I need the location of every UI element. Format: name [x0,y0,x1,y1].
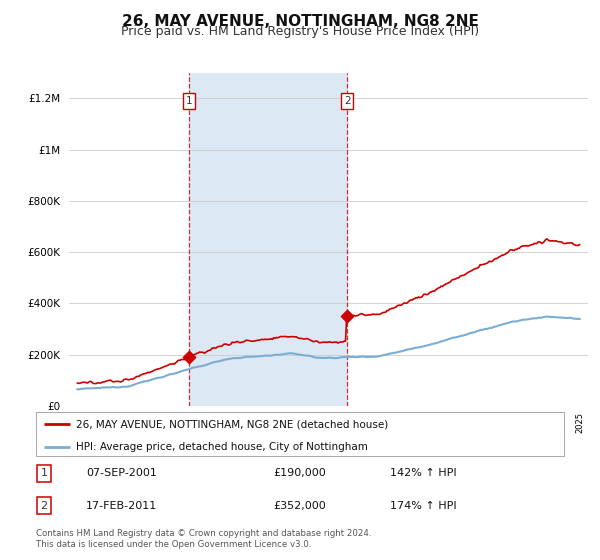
Text: 2: 2 [344,96,350,106]
Text: £352,000: £352,000 [274,501,326,511]
Bar [190,73,347,406]
Text: 17-FEB-2011: 17-FEB-2011 [86,501,157,511]
Text: 142% ↑ HPI: 142% ↑ HPI [390,468,457,478]
Text: 1: 1 [186,96,193,106]
Text: Price paid vs. HM Land Registry's House Price Index (HPI): Price paid vs. HM Land Registry's House … [121,25,479,38]
Text: 1: 1 [40,468,47,478]
Point [343,311,352,320]
Text: £190,000: £190,000 [274,468,326,478]
Text: 2: 2 [40,501,47,511]
Text: 07-SEP-2001: 07-SEP-2001 [86,468,157,478]
Text: Contains HM Land Registry data © Crown copyright and database right 2024.
This d: Contains HM Land Registry data © Crown c… [36,529,371,549]
Text: HPI: Average price, detached house, City of Nottingham: HPI: Average price, detached house, City… [76,441,367,451]
Text: 174% ↑ HPI: 174% ↑ HPI [390,501,457,511]
Point [185,353,194,362]
Text: 26, MAY AVENUE, NOTTINGHAM, NG8 2NE (detached house): 26, MAY AVENUE, NOTTINGHAM, NG8 2NE (det… [76,419,388,429]
Text: 26, MAY AVENUE, NOTTINGHAM, NG8 2NE: 26, MAY AVENUE, NOTTINGHAM, NG8 2NE [122,14,478,29]
